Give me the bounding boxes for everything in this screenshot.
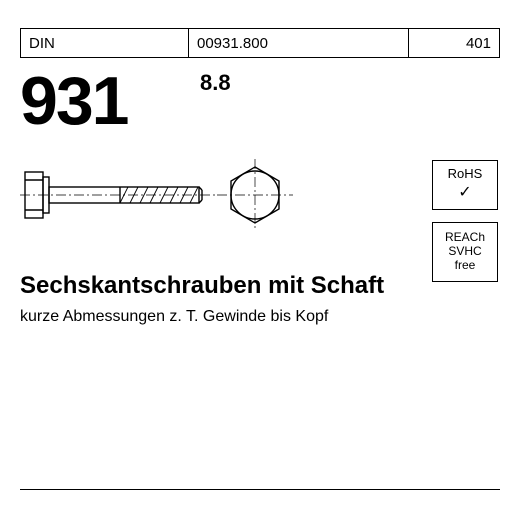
bolt-diagram-svg [20,150,320,240]
rohs-badge: RoHS ✓ [432,160,498,210]
datasheet-page: DIN 00931.800 401 931 8.8 [0,0,520,520]
product-subtitle: kurze Abmessungen z. T. Gewinde bis Kopf [20,308,328,326]
bottom-rule [20,489,500,490]
header-standard: DIN [21,29,189,57]
din-number: 931 [20,62,127,140]
strength-grade: 8.8 [200,70,231,96]
rohs-label: RoHS [448,167,483,182]
header-code: 00931.800 [189,29,409,57]
reach-line2: SVHC [448,245,481,259]
reach-line3: free [455,259,476,273]
bolt-diagram [20,150,320,240]
reach-line1: REACh [445,231,485,245]
product-title: Sechskantschrauben mit Schaft [20,272,384,300]
check-icon: ✓ [458,184,471,202]
header-page-number: 401 [409,29,499,57]
reach-badge: REACh SVHC free [432,222,498,282]
header-row: DIN 00931.800 401 [20,28,500,58]
